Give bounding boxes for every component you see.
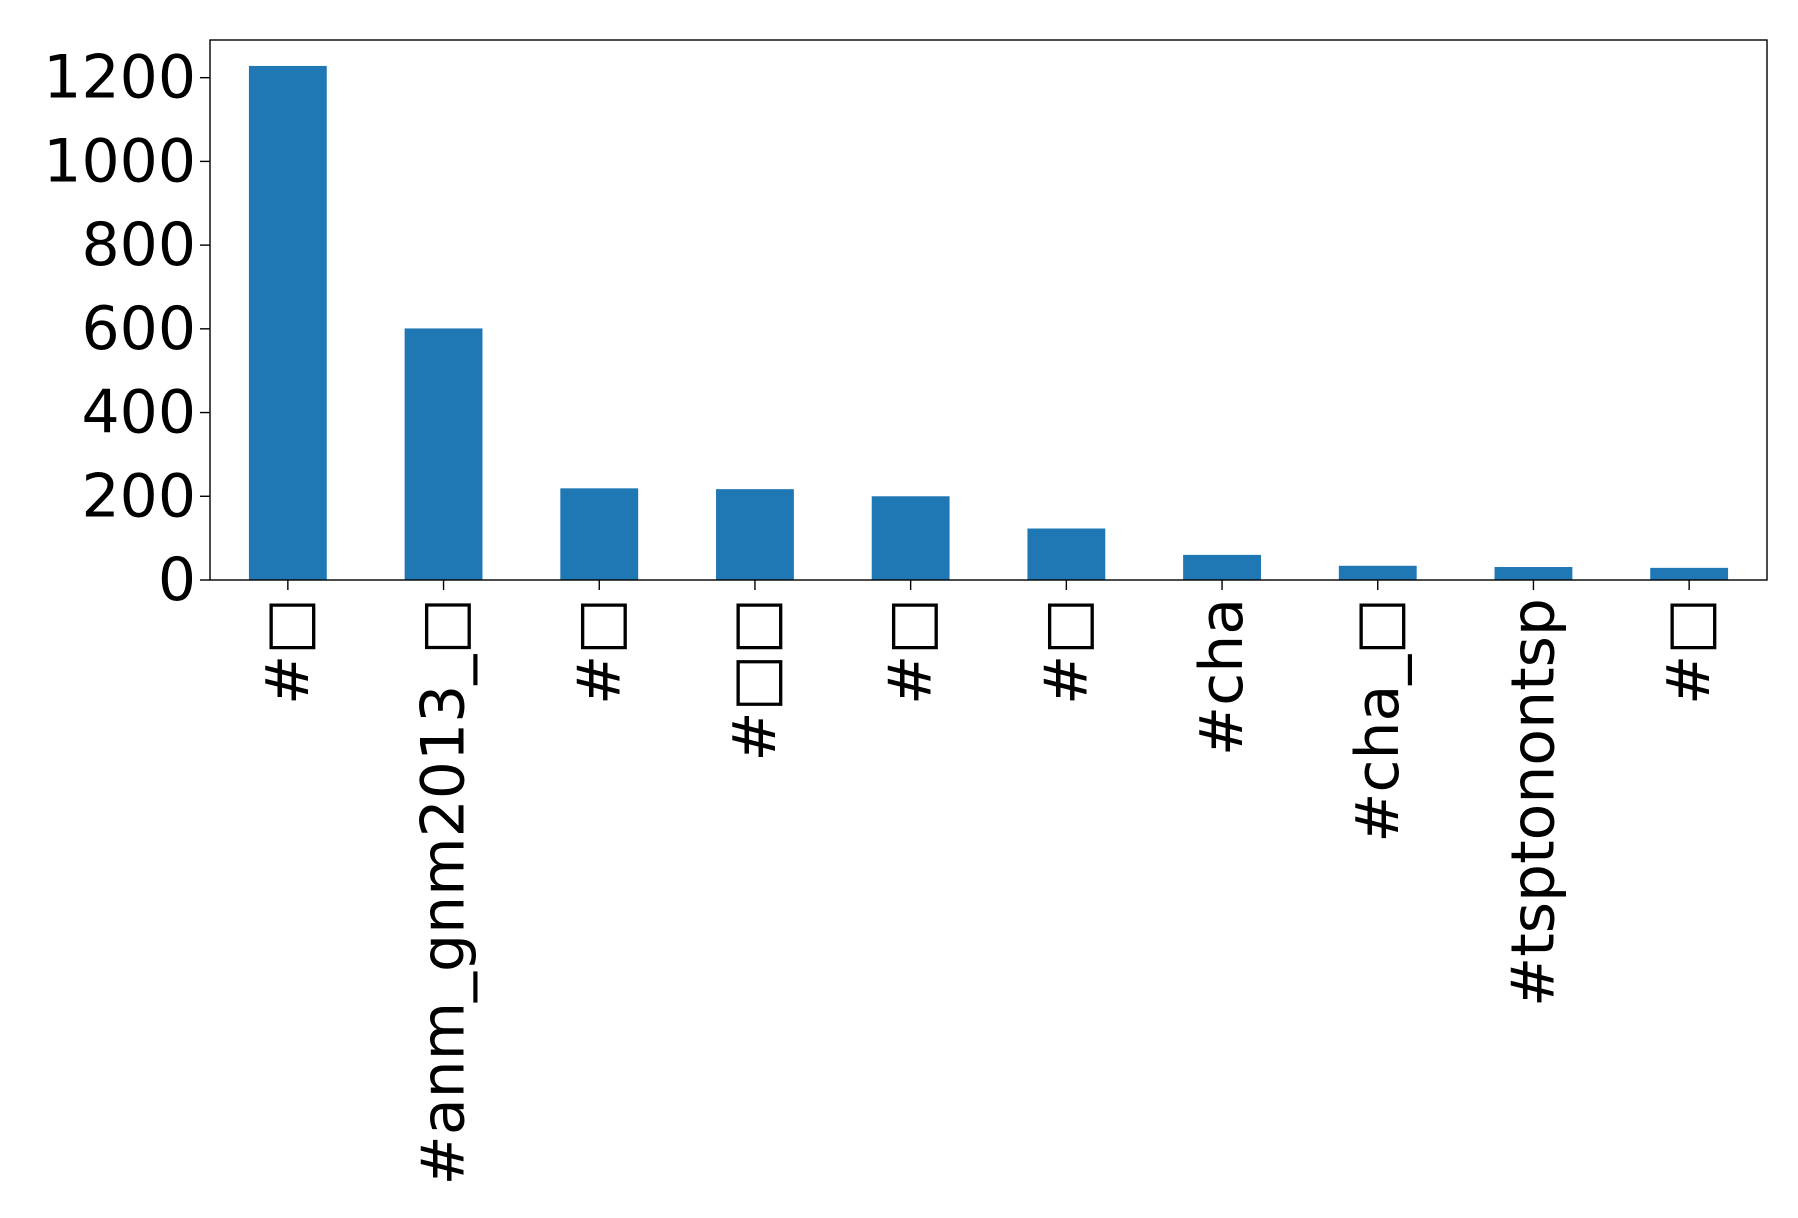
bar: [248, 65, 327, 580]
bar: [1494, 567, 1573, 580]
bar: [871, 496, 950, 580]
plot-area: [248, 65, 1729, 580]
y-tick-label: 400: [81, 378, 196, 448]
x-tick-label: #cha_□: [1343, 598, 1413, 843]
x-axis: #□ #anm_gnm2013_□ #□ #□□ #□ #□ #cha #cha_□ #tspt…: [253, 580, 1724, 1185]
y-tick-label: 800: [81, 210, 196, 280]
plot-frame: [209, 39, 1768, 581]
y-tick-label: 200: [81, 461, 196, 531]
y-tick-label: 600: [81, 294, 196, 364]
bar: [1027, 528, 1106, 580]
bar: [560, 488, 639, 580]
bar: [716, 489, 794, 580]
bar: [1183, 554, 1261, 580]
bar: [404, 328, 483, 580]
y-axis: 0 200 400 600 800 1000 1200: [43, 43, 210, 615]
x-tick-label: #□□: [720, 598, 790, 762]
x-tick-label: #□: [1031, 598, 1101, 705]
x-tick-label: #□: [564, 598, 634, 705]
x-tick-label: #□: [876, 598, 946, 705]
y-tick-label: 1000: [43, 126, 196, 196]
x-tick-label: #anm_gnm2013_□: [409, 598, 479, 1185]
y-tick-label: 1200: [43, 43, 196, 113]
x-tick-label: #□: [253, 598, 323, 705]
bar: [1650, 567, 1729, 580]
y-tick-label: 0: [158, 545, 196, 615]
x-tick-label: #□: [1654, 598, 1724, 705]
x-tick-label: #tsptonontsp: [1498, 598, 1568, 1007]
x-tick-label: #cha: [1187, 598, 1257, 756]
bar: [1338, 565, 1417, 580]
